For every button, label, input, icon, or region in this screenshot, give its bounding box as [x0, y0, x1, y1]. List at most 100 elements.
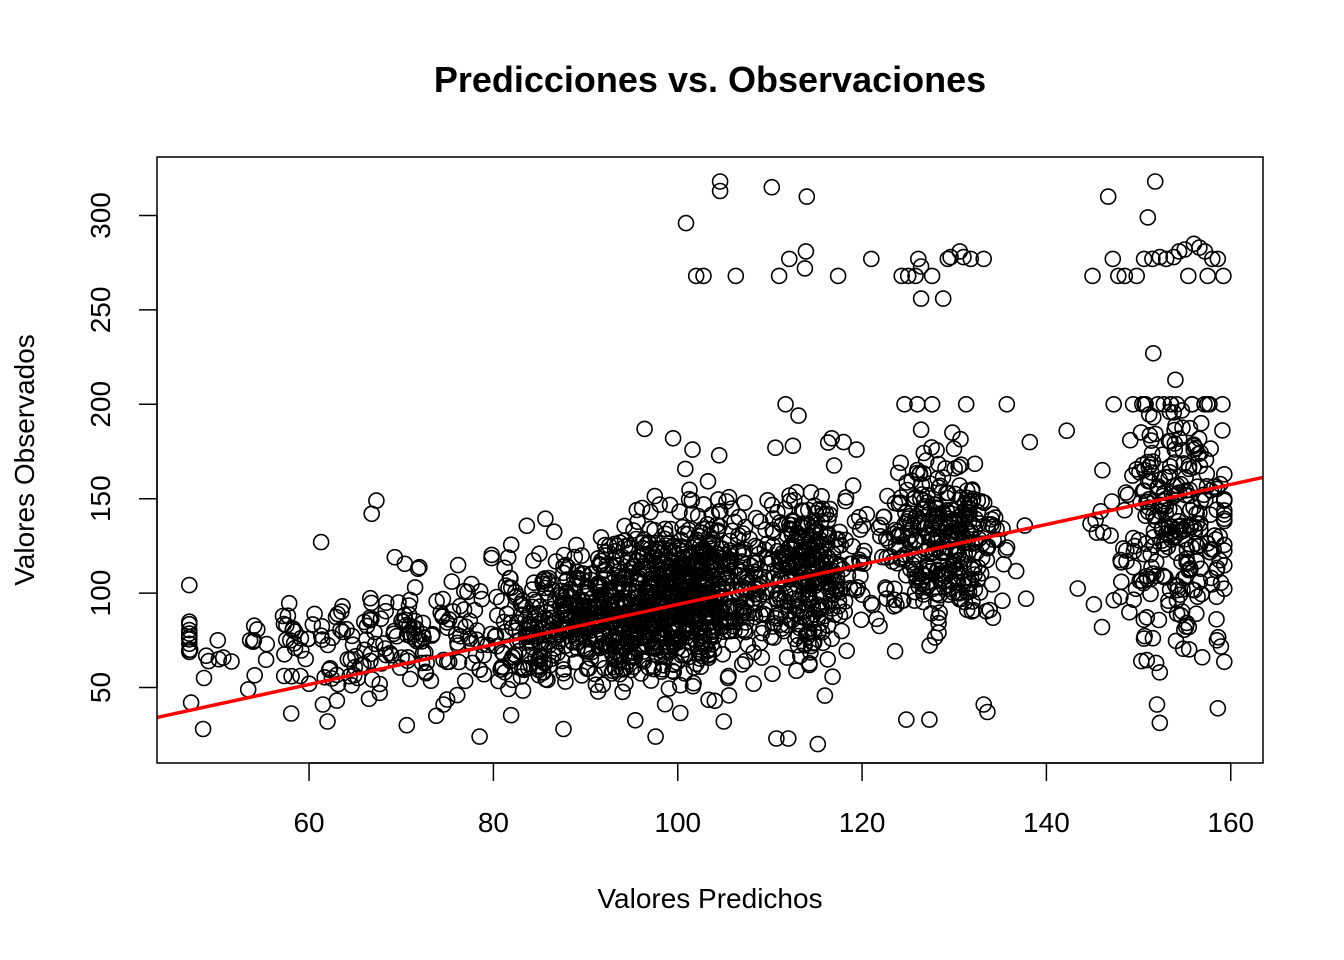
data-point: [406, 579, 424, 596]
data-point: [483, 546, 501, 564]
data-point: [664, 429, 682, 447]
data-point: [386, 548, 404, 566]
data-point: [665, 663, 683, 681]
data-point: [1110, 267, 1127, 285]
data-point: [1113, 573, 1130, 591]
data-point: [1144, 250, 1161, 268]
data-point: [928, 510, 946, 527]
data-point: [545, 523, 563, 541]
data-point: [1191, 239, 1208, 256]
data-point: [672, 676, 689, 694]
data-point: [681, 481, 698, 499]
data-point: [664, 600, 682, 618]
data-point: [1167, 576, 1184, 594]
data-point: [608, 548, 625, 566]
data-point: [517, 611, 534, 629]
data-point: [650, 575, 668, 592]
data-point: [784, 437, 802, 455]
data-point: [795, 502, 812, 520]
data-point: [1151, 471, 1168, 489]
data-point: [797, 626, 815, 643]
x-tick-label: 140: [1023, 807, 1070, 838]
data-point: [763, 178, 781, 196]
data-point: [729, 543, 747, 561]
data-point: [618, 593, 635, 611]
data-point: [965, 558, 983, 576]
data-point: [667, 546, 685, 564]
data-point: [578, 660, 596, 678]
data-point: [927, 499, 945, 516]
data-point: [715, 713, 733, 730]
data-point: [1125, 591, 1142, 609]
data-point: [828, 582, 846, 600]
data-point: [328, 692, 346, 709]
data-point: [1182, 518, 1200, 536]
data-point: [449, 634, 466, 652]
data-point: [1151, 664, 1169, 681]
data-point: [1187, 535, 1204, 552]
data-point: [770, 267, 788, 285]
data-point: [695, 496, 713, 513]
data-point: [906, 592, 923, 609]
data-point: [816, 687, 834, 704]
data-point: [554, 564, 572, 582]
data-point: [921, 711, 938, 728]
data-point: [316, 668, 334, 686]
data-point: [507, 583, 524, 601]
data-point: [789, 636, 807, 654]
y-tick-label: 150: [85, 475, 116, 522]
data-point: [1166, 528, 1184, 546]
data-point: [443, 573, 461, 590]
data-point: [927, 593, 945, 610]
data-point: [713, 540, 731, 557]
data-point: [625, 557, 642, 575]
data-point: [824, 545, 842, 563]
data-point: [1148, 696, 1166, 713]
data-point: [665, 636, 682, 654]
data-point: [691, 644, 709, 662]
data-point: [759, 491, 776, 509]
data-point: [978, 539, 995, 557]
data-point: [275, 615, 293, 633]
data-point: [747, 509, 765, 527]
data-point: [349, 669, 367, 687]
data-point: [983, 510, 1001, 528]
data-point: [344, 636, 362, 654]
data-point: [1208, 631, 1226, 649]
data-point: [1167, 632, 1185, 650]
data-point: [1180, 460, 1198, 478]
data-point: [875, 508, 892, 526]
data-point: [535, 641, 553, 659]
data-point: [1216, 502, 1233, 519]
data-point: [1142, 546, 1159, 563]
data-point: [966, 566, 983, 583]
data-point: [1216, 510, 1233, 528]
data-point: [824, 668, 841, 686]
data-point: [926, 629, 944, 646]
data-point: [923, 267, 941, 285]
data-point: [507, 589, 524, 606]
data-point: [1146, 173, 1164, 190]
data-point: [617, 675, 634, 692]
data-point: [821, 506, 838, 523]
data-point: [181, 635, 198, 653]
data-point: [981, 601, 999, 619]
data-point: [363, 594, 380, 612]
data-point: [889, 464, 907, 482]
data-point: [803, 513, 821, 531]
data-point: [721, 598, 738, 615]
data-point: [913, 565, 931, 583]
data-point: [423, 627, 441, 644]
data-point: [471, 728, 488, 745]
data-point: [1095, 524, 1112, 541]
data-point: [592, 552, 610, 570]
x-tick-label: 120: [839, 807, 886, 838]
regression-line-group: [156, 475, 1264, 720]
data-point: [1099, 188, 1117, 205]
data-point: [1208, 610, 1225, 628]
data-point: [496, 559, 513, 577]
data-point: [245, 617, 263, 635]
data-point: [734, 525, 752, 542]
data-point: [751, 513, 769, 530]
data-point: [844, 477, 862, 494]
